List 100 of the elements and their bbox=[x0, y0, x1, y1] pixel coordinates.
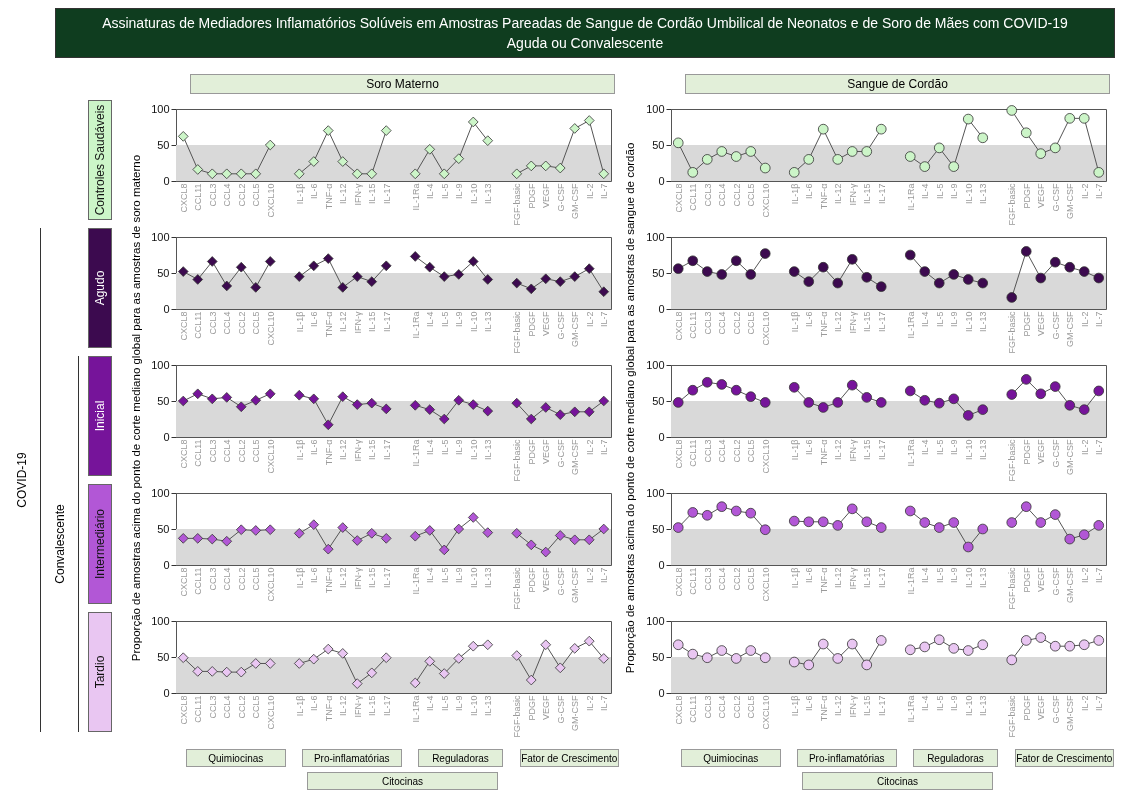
y-tick-label: 100 bbox=[646, 614, 665, 627]
y-tick-label: 100 bbox=[151, 230, 170, 243]
x-tick-label: FGF-basic bbox=[512, 695, 523, 738]
x-tick-label: IL-13 bbox=[978, 183, 989, 205]
x-tick-label: CCL4 bbox=[717, 439, 728, 463]
y-tick-label: 0 bbox=[163, 302, 170, 315]
x-tick-label: CXCL8 bbox=[673, 439, 684, 469]
x-tick-label: IFN-γ bbox=[352, 439, 363, 462]
x-tick-label: CXCL8 bbox=[178, 567, 189, 597]
x-tick-label: FGF-basic bbox=[1007, 695, 1018, 738]
x-tick-label: IL-1β bbox=[294, 567, 305, 589]
point bbox=[1078, 266, 1090, 277]
x-tick-label: IL-4 bbox=[425, 439, 436, 456]
point bbox=[250, 395, 262, 406]
point bbox=[759, 162, 771, 174]
point bbox=[745, 146, 757, 157]
x-tick-label: VEGF bbox=[1036, 311, 1047, 337]
x-tick-label: CCL11 bbox=[193, 439, 204, 467]
point bbox=[1049, 509, 1061, 520]
point bbox=[1020, 246, 1032, 257]
point bbox=[598, 523, 610, 535]
x-tick-label: IL-1Ra bbox=[905, 695, 916, 723]
x-tick-label: IL-5 bbox=[934, 439, 945, 456]
x-tick-label: VEGF bbox=[1036, 439, 1047, 465]
x-tick-label: CXCL10 bbox=[265, 311, 276, 346]
x-tick-label: G-CSF bbox=[1050, 311, 1061, 340]
x-tick-label: IL-9 bbox=[454, 567, 465, 584]
x-tick-label: CCL11 bbox=[688, 439, 699, 467]
x-tick-label: GM-CSF bbox=[1065, 695, 1076, 731]
point bbox=[672, 137, 684, 149]
y-tick-label: 50 bbox=[652, 650, 665, 663]
x-tick-label: CXCL10 bbox=[265, 183, 276, 218]
x-tick-label: CCL2 bbox=[731, 183, 742, 207]
x-tick-label: PDGF bbox=[1021, 183, 1032, 209]
x-tick-label: IL-10 bbox=[468, 311, 479, 333]
text: Tardio bbox=[93, 655, 107, 689]
x-tick-label: IL-13 bbox=[483, 311, 494, 333]
x-tick-label: IL-12 bbox=[338, 567, 349, 589]
point bbox=[264, 139, 276, 151]
x-tick-label: IL-7 bbox=[1094, 695, 1105, 712]
point bbox=[337, 391, 349, 402]
x-tick-label: CCL4 bbox=[717, 183, 728, 207]
x-tick-label: IL-9 bbox=[949, 567, 960, 584]
x-tick-label: IL-9 bbox=[949, 439, 960, 456]
x-tick-label: IL-7 bbox=[1094, 311, 1105, 328]
point bbox=[1093, 272, 1105, 284]
x-tick-label: CCL5 bbox=[746, 183, 757, 207]
x-tick-label: IL-1Ra bbox=[410, 567, 421, 595]
x-tick-label: IL-17 bbox=[876, 311, 887, 333]
x-tick-label: CXCL10 bbox=[265, 439, 276, 474]
x-tick-label: IL-9 bbox=[454, 695, 465, 712]
x-tick-label: IL-17 bbox=[876, 439, 887, 461]
point bbox=[1049, 381, 1061, 392]
x-tick-label: CCL11 bbox=[688, 311, 699, 339]
x-tick-label: CCL4 bbox=[222, 567, 233, 591]
x-tick-label: TNF-α bbox=[818, 439, 829, 466]
x-tick-label: IL-1β bbox=[294, 439, 305, 461]
point bbox=[525, 283, 537, 295]
y-tick-label: 50 bbox=[652, 522, 665, 535]
x-tick-label: IL-5 bbox=[439, 439, 450, 456]
x-tick-label: IFN-γ bbox=[352, 567, 363, 590]
text: Controles Saudáveis bbox=[93, 104, 108, 216]
x-tick-label: IL-4 bbox=[920, 311, 931, 328]
x-tick-label: IL-12 bbox=[338, 439, 349, 461]
x-tick-label: GM-CSF bbox=[570, 311, 581, 347]
point bbox=[322, 419, 334, 431]
point bbox=[1093, 385, 1105, 397]
point bbox=[264, 658, 276, 669]
x-tick-label: IL-1β bbox=[294, 183, 305, 205]
point bbox=[482, 135, 494, 146]
point bbox=[1049, 142, 1061, 154]
y-tick-label: 50 bbox=[652, 394, 665, 407]
x-tick-label: CCL5 bbox=[251, 439, 262, 463]
x-tick-label: CCL2 bbox=[236, 183, 247, 207]
y-tick-label: 0 bbox=[163, 558, 170, 571]
y-tick-label: 100 bbox=[646, 230, 665, 243]
x-tick-label: IL-10 bbox=[963, 567, 974, 589]
x-tick-label: CCL4 bbox=[717, 567, 728, 591]
point bbox=[525, 160, 537, 172]
x-tick-label: IL-1Ra bbox=[905, 439, 916, 467]
x-tick-label: IL-2 bbox=[584, 439, 595, 456]
x-tick-label: IFN-γ bbox=[847, 183, 858, 206]
point bbox=[1064, 400, 1076, 411]
x-tick-label: GM-CSF bbox=[1065, 183, 1076, 219]
x-tick-label: FGF-basic bbox=[1007, 311, 1018, 354]
x-tick-label: VEGF bbox=[541, 567, 552, 593]
y-tick-label: 50 bbox=[157, 650, 170, 663]
x-tick-label: G-CSF bbox=[1050, 695, 1061, 724]
x-tick-label: IL-9 bbox=[949, 183, 960, 200]
x-tick-label: CCL11 bbox=[688, 567, 699, 595]
x-tick-label: CCL4 bbox=[717, 695, 728, 719]
x-tick-label: IL-10 bbox=[468, 439, 479, 461]
x-tick-label: CCL5 bbox=[251, 695, 262, 719]
x-tick-label: IL-6 bbox=[309, 183, 320, 200]
point bbox=[235, 168, 247, 180]
point bbox=[583, 115, 595, 126]
point bbox=[672, 522, 684, 533]
x-tick-label: CCL4 bbox=[717, 311, 728, 335]
point bbox=[598, 168, 610, 180]
x-tick-label: IL-2 bbox=[1079, 567, 1090, 584]
